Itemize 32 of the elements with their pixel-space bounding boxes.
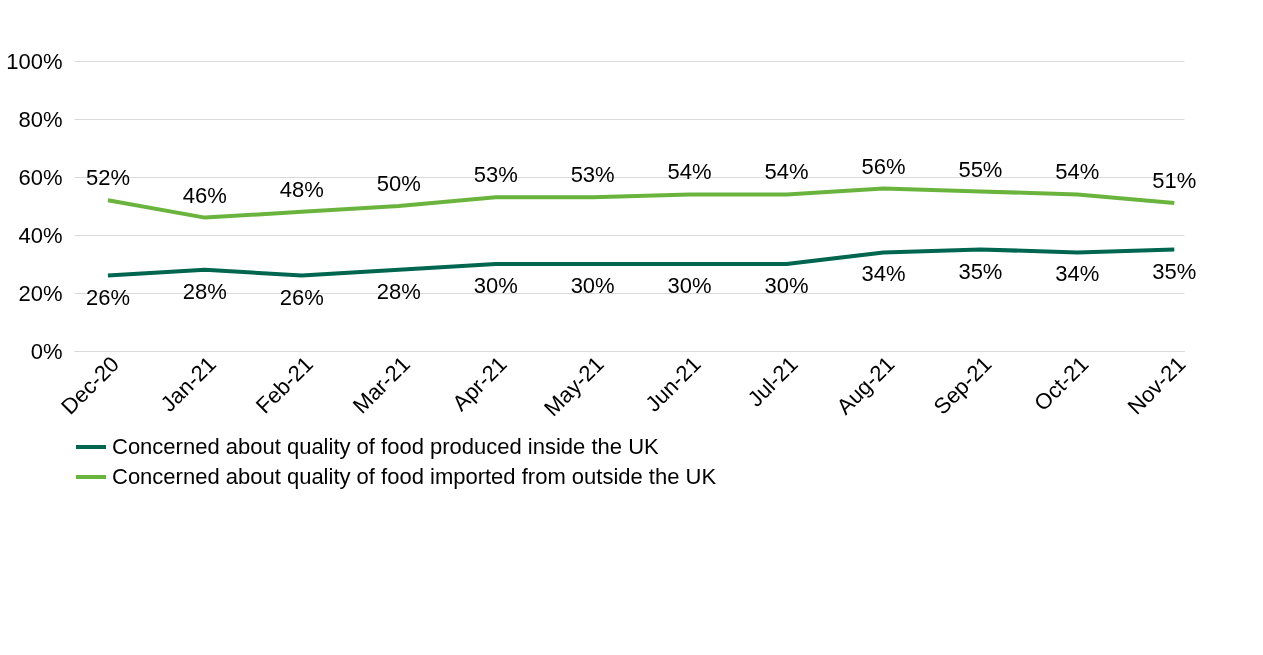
data-label: 30% [667, 273, 712, 298]
data-label: 28% [376, 278, 421, 304]
data-label: 46% [182, 182, 227, 208]
data-label: 26% [85, 284, 130, 310]
data-label: 34% [861, 261, 906, 287]
y-tick-label: 0% [30, 338, 63, 364]
data-label: 48% [279, 176, 324, 202]
data-label: 30% [570, 273, 615, 298]
data-label: 50% [376, 171, 421, 196]
data-label: 54% [667, 159, 712, 185]
data-label: 28% [182, 278, 227, 304]
data-label: 30% [764, 273, 809, 298]
data-label: 54% [764, 159, 809, 185]
data-label: 35% [958, 258, 1003, 284]
data-label: 54% [1055, 159, 1100, 185]
data-label: 56% [861, 153, 906, 179]
legend-label: Concerned about quality of food imported from outside the UK [112, 464, 717, 489]
y-tick-label: 40% [18, 222, 63, 248]
data-label: 53% [570, 162, 615, 188]
y-tick-label: 80% [18, 106, 63, 132]
y-tick-label: 100% [6, 48, 63, 74]
data-label: 53% [473, 162, 518, 188]
y-tick-label: 60% [18, 164, 63, 190]
data-label: 55% [958, 156, 1003, 182]
y-tick-label: 20% [18, 280, 63, 306]
data-label: 26% [279, 284, 324, 310]
data-label: 30% [473, 273, 518, 298]
data-label: 51% [1152, 168, 1197, 194]
legend-label: Concerned about quality of food produced inside the UK [112, 434, 660, 459]
data-label: 35% [1152, 258, 1197, 284]
data-label: 52% [85, 165, 130, 191]
data-label: 34% [1055, 261, 1100, 287]
